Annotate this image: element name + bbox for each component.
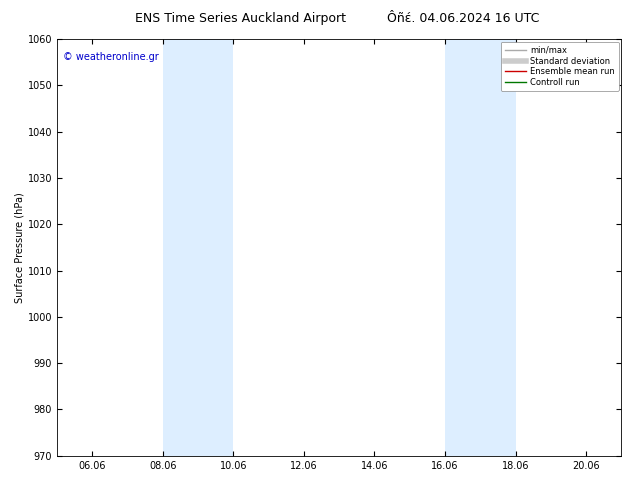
Text: Ôñέ. 04.06.2024 16 UTC: Ôñέ. 04.06.2024 16 UTC bbox=[387, 12, 539, 25]
Legend: min/max, Standard deviation, Ensemble mean run, Controll run: min/max, Standard deviation, Ensemble me… bbox=[501, 42, 619, 91]
Y-axis label: Surface Pressure (hPa): Surface Pressure (hPa) bbox=[15, 192, 25, 303]
Text: © weatheronline.gr: © weatheronline.gr bbox=[63, 51, 158, 62]
Bar bbox=[445, 39, 515, 456]
Text: ENS Time Series Auckland Airport: ENS Time Series Auckland Airport bbox=[136, 12, 346, 25]
Bar bbox=[163, 39, 233, 456]
